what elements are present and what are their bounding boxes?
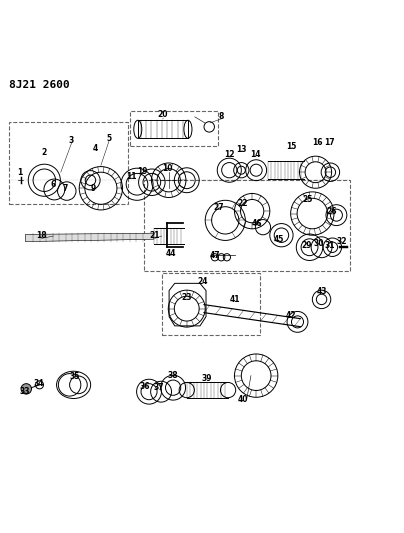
Text: 35: 35: [69, 373, 80, 381]
Bar: [162, 272, 260, 335]
Text: 43: 43: [316, 287, 327, 296]
Text: 29: 29: [302, 241, 312, 250]
Text: 11: 11: [126, 172, 136, 181]
Bar: [9, 122, 128, 204]
Text: 19: 19: [137, 166, 148, 175]
Text: 13: 13: [236, 145, 246, 154]
Text: 4: 4: [93, 143, 98, 152]
Text: 7: 7: [62, 184, 67, 193]
Text: 36: 36: [140, 382, 150, 391]
Text: 14: 14: [250, 150, 260, 159]
Text: 21: 21: [149, 231, 160, 240]
Text: 1: 1: [17, 168, 22, 177]
Text: 32: 32: [337, 237, 347, 246]
Text: 40: 40: [238, 395, 248, 404]
Text: 22: 22: [238, 199, 248, 208]
Text: 27: 27: [214, 203, 224, 212]
Text: 24: 24: [198, 277, 208, 286]
Text: 18: 18: [36, 231, 47, 240]
Text: 44: 44: [166, 249, 176, 258]
Text: 46: 46: [252, 219, 263, 228]
Text: 8: 8: [219, 111, 224, 120]
Text: 12: 12: [224, 150, 235, 159]
Text: 2: 2: [41, 148, 46, 157]
Text: 16: 16: [312, 139, 323, 148]
Bar: [130, 111, 218, 146]
Text: 38: 38: [168, 371, 179, 380]
Text: 34: 34: [33, 379, 44, 388]
Text: 15: 15: [286, 142, 296, 151]
Text: 42: 42: [286, 311, 296, 320]
Text: 25: 25: [302, 195, 312, 204]
Text: 9: 9: [90, 184, 95, 193]
Text: 5: 5: [106, 134, 112, 143]
Text: 41: 41: [229, 295, 240, 304]
Text: 26: 26: [326, 207, 337, 216]
Text: 47: 47: [210, 251, 220, 260]
Polygon shape: [25, 233, 154, 241]
Circle shape: [21, 384, 32, 394]
Text: 33: 33: [19, 387, 30, 396]
Text: 37: 37: [154, 383, 164, 392]
Bar: [144, 180, 350, 271]
Text: 39: 39: [202, 374, 212, 383]
Text: 30: 30: [314, 239, 324, 248]
Text: 8J21 2600: 8J21 2600: [9, 80, 70, 90]
Text: 31: 31: [324, 241, 335, 250]
Text: 17: 17: [324, 139, 335, 148]
Bar: [138, 120, 188, 138]
Text: 20: 20: [158, 110, 168, 119]
Text: 10: 10: [162, 164, 173, 173]
Text: 3: 3: [69, 135, 74, 144]
Text: 23: 23: [181, 293, 192, 302]
Text: 45: 45: [274, 235, 284, 244]
Text: 6: 6: [51, 180, 56, 189]
